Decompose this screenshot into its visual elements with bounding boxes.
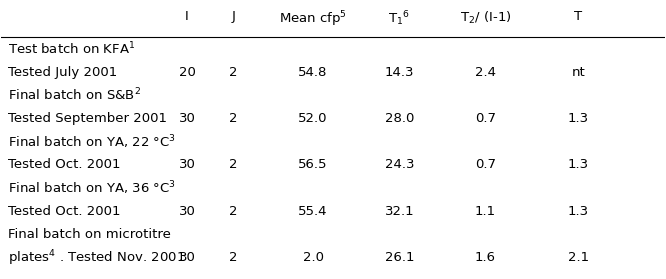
Text: Test batch on KFA$^1$: Test batch on KFA$^1$ [8, 41, 135, 57]
Text: Final batch on YA, 22 °C$^3$: Final batch on YA, 22 °C$^3$ [8, 133, 176, 150]
Text: 55.4: 55.4 [298, 205, 328, 218]
Text: 1.3: 1.3 [568, 158, 589, 171]
Text: J: J [232, 10, 236, 23]
Text: 28.0: 28.0 [385, 112, 414, 125]
Text: 14.3: 14.3 [384, 66, 414, 79]
Text: 1.3: 1.3 [568, 205, 589, 218]
Text: 30: 30 [178, 158, 196, 171]
Text: 2: 2 [229, 158, 238, 171]
Text: 0.7: 0.7 [475, 112, 496, 125]
Text: 52.0: 52.0 [298, 112, 328, 125]
Text: plates$^4$ . Tested Nov. 2001: plates$^4$ . Tested Nov. 2001 [8, 248, 185, 268]
Text: 1.1: 1.1 [475, 205, 496, 218]
Text: 0.7: 0.7 [475, 158, 496, 171]
Text: 30: 30 [178, 112, 196, 125]
Text: 2.4: 2.4 [475, 66, 496, 79]
Text: 1.6: 1.6 [475, 251, 496, 264]
Text: Final batch on microtitre: Final batch on microtitre [8, 228, 171, 241]
Text: 2: 2 [229, 251, 238, 264]
Text: 30: 30 [178, 205, 196, 218]
Text: 2.1: 2.1 [568, 251, 589, 264]
Text: 2: 2 [229, 205, 238, 218]
Text: Final batch on YA, 36 °C$^3$: Final batch on YA, 36 °C$^3$ [8, 179, 176, 197]
Text: 30: 30 [178, 251, 196, 264]
Text: Tested September 2001: Tested September 2001 [8, 112, 167, 125]
Text: Tested July 2001: Tested July 2001 [8, 66, 117, 79]
Text: 54.8: 54.8 [298, 66, 328, 79]
Text: T: T [574, 10, 583, 23]
Text: 56.5: 56.5 [298, 158, 328, 171]
Text: 26.1: 26.1 [384, 251, 414, 264]
Text: 20: 20 [178, 66, 196, 79]
Text: Tested Oct. 2001: Tested Oct. 2001 [8, 205, 121, 218]
Text: Tested Oct. 2001: Tested Oct. 2001 [8, 158, 121, 171]
Text: 2: 2 [229, 112, 238, 125]
Text: T$_1$$^6$: T$_1$$^6$ [388, 10, 410, 28]
Text: I: I [185, 10, 189, 23]
Text: Mean cfp$^5$: Mean cfp$^5$ [279, 10, 347, 29]
Text: 2: 2 [229, 66, 238, 79]
Text: 2.0: 2.0 [302, 251, 324, 264]
Text: T$_2$/ (I-1): T$_2$/ (I-1) [460, 10, 511, 26]
Text: 1.3: 1.3 [568, 112, 589, 125]
Text: nt: nt [571, 66, 585, 79]
Text: 24.3: 24.3 [384, 158, 414, 171]
Text: Final batch on S&B$^2$: Final batch on S&B$^2$ [8, 87, 141, 104]
Text: 32.1: 32.1 [384, 205, 414, 218]
